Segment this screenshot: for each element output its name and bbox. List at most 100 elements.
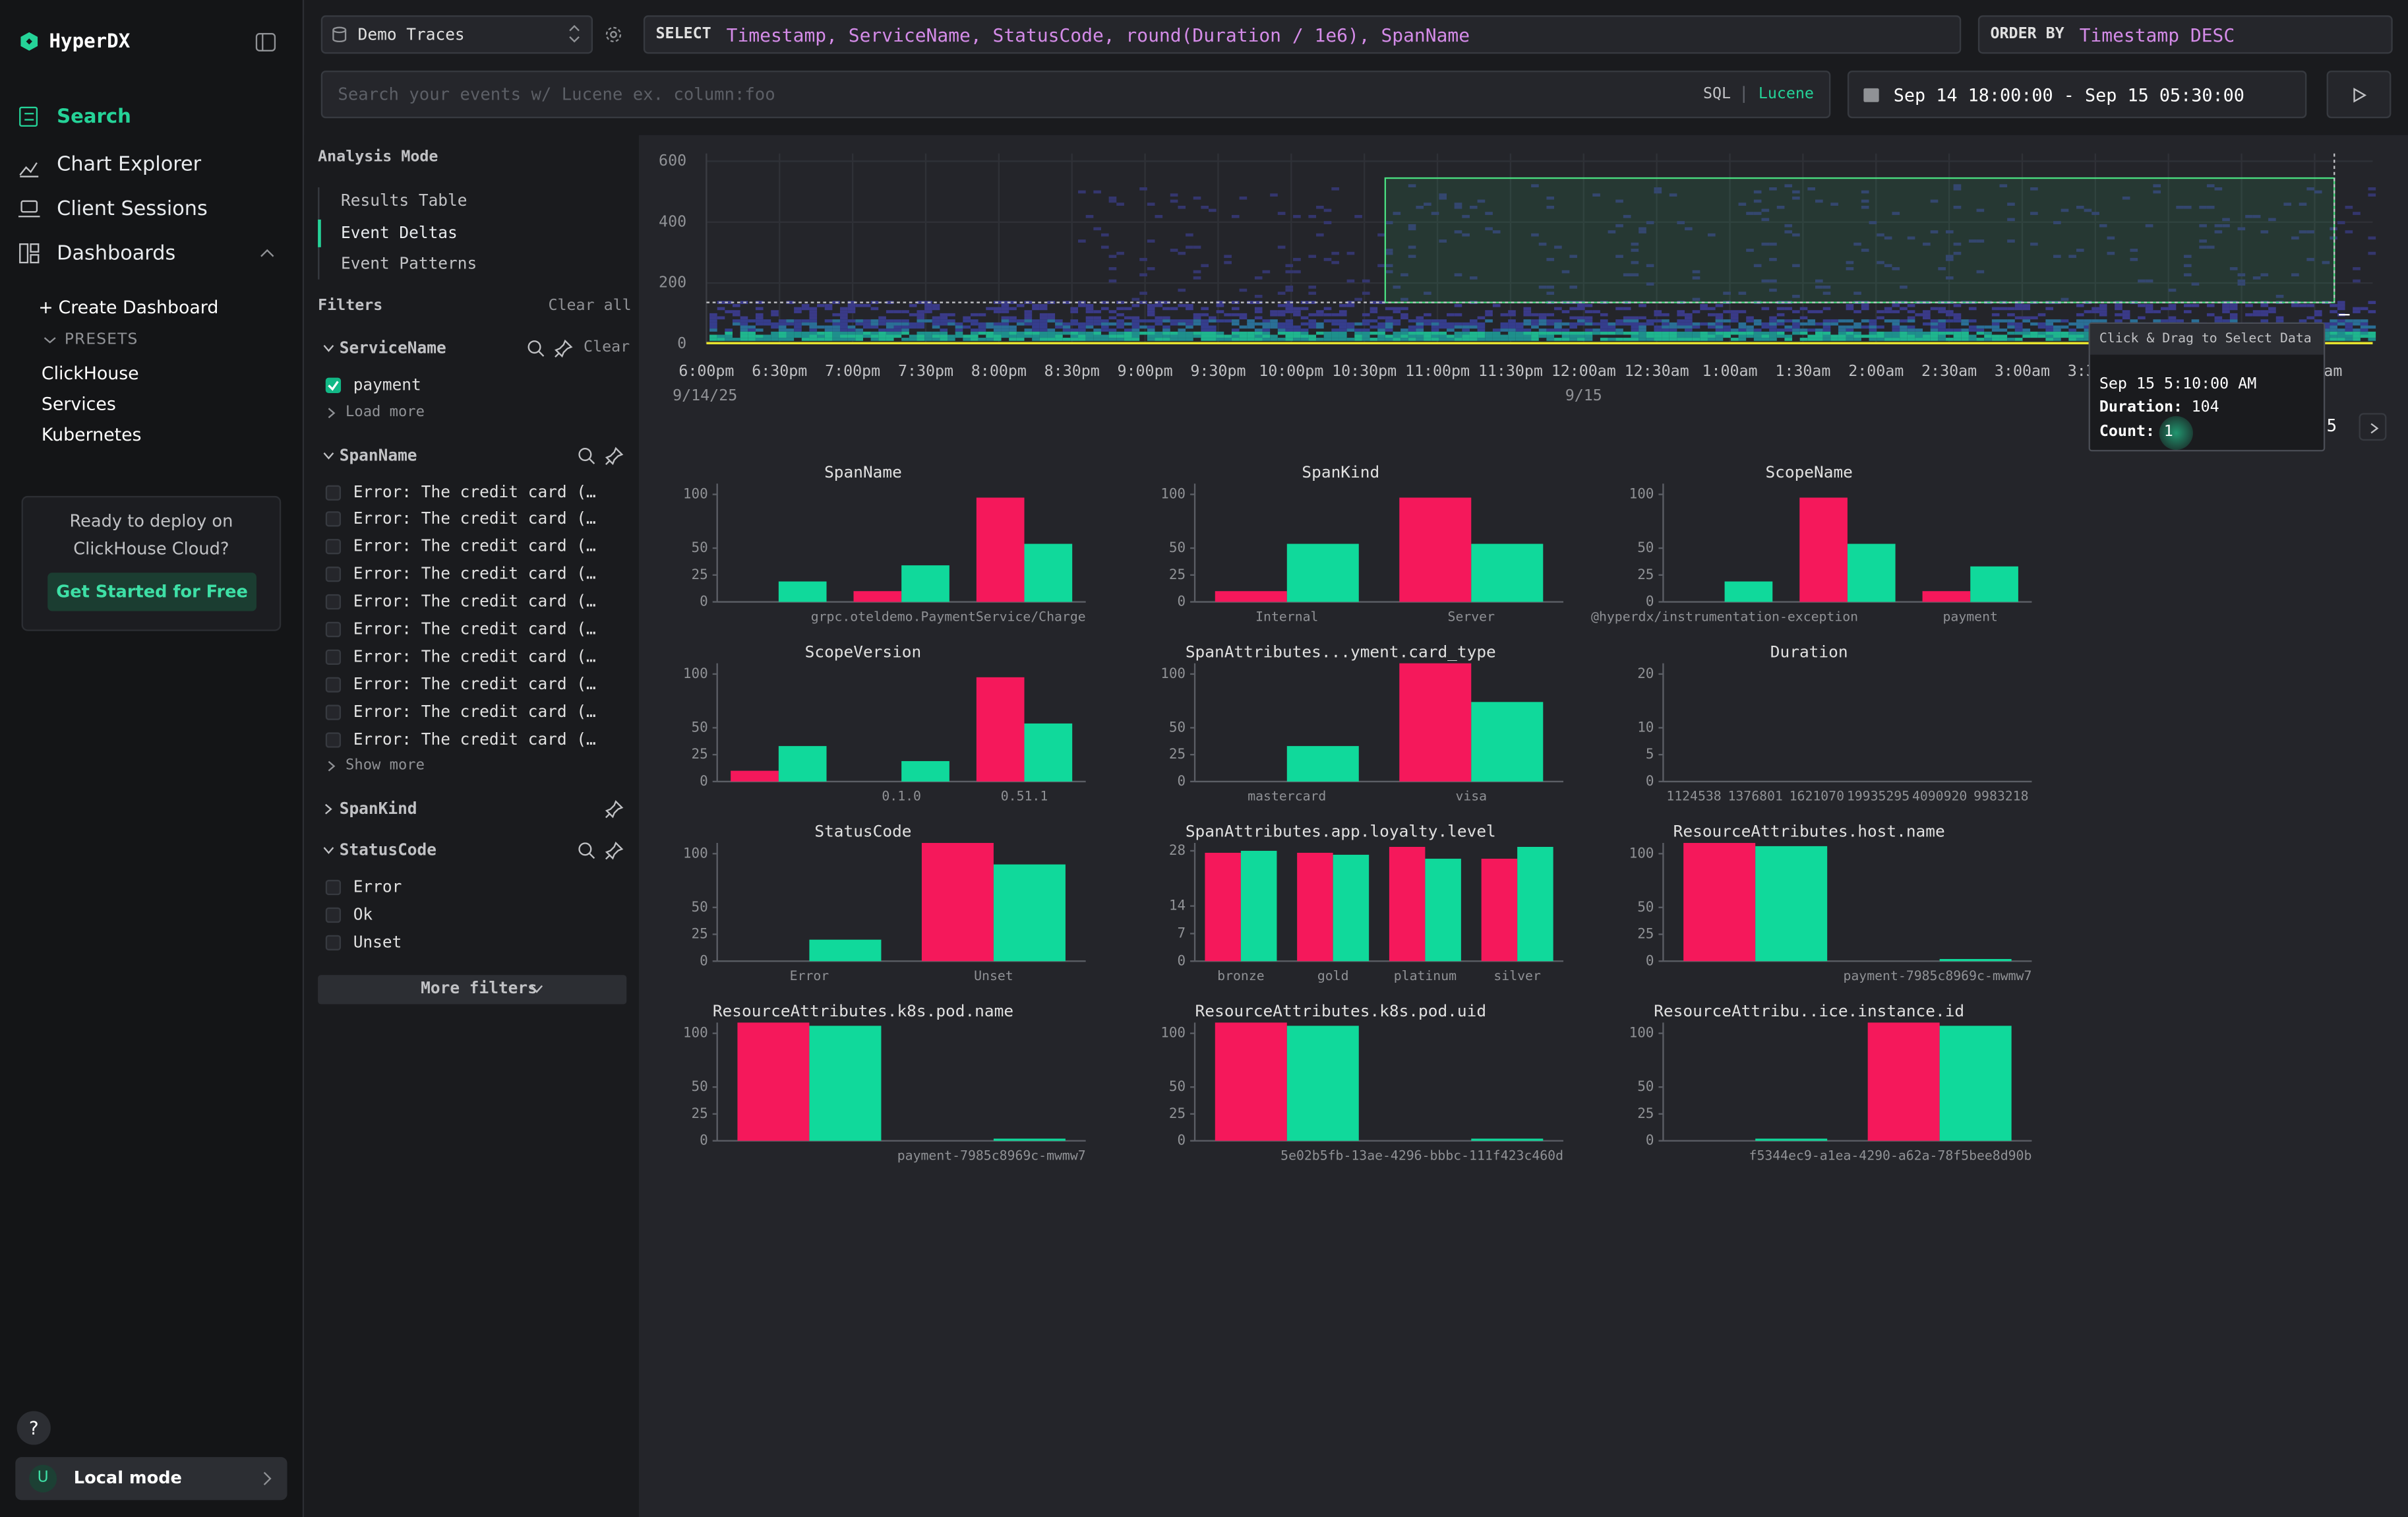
heatmap-cell (886, 332, 894, 335)
nav-item[interactable]: Search (57, 106, 131, 128)
filter-group-name[interactable]: StatusCode (340, 840, 436, 862)
heatmap-cell (901, 323, 909, 326)
checkbox[interactable] (326, 567, 341, 582)
run-button[interactable] (2327, 71, 2392, 118)
pin[interactable] (605, 446, 624, 464)
filter-option[interactable]: Error: The credit card (… (353, 619, 596, 640)
filter-search[interactable] (527, 339, 545, 357)
preset-link[interactable]: ClickHouse (42, 362, 139, 384)
filter-option[interactable]: Unset (353, 932, 402, 954)
tooltip-field-value: 104 (2192, 398, 2219, 419)
nav-item[interactable]: Client Sessions (57, 200, 208, 222)
filter-option[interactable]: payment (353, 375, 421, 396)
filter-option[interactable]: Error: The credit card (… (353, 481, 596, 503)
clear-filter[interactable]: Clear (584, 338, 630, 359)
checkbox[interactable] (326, 649, 341, 664)
filter-search[interactable] (578, 446, 596, 464)
checkbox[interactable] (326, 512, 341, 527)
more-filters-label[interactable]: More filters (421, 979, 537, 1001)
promo-button[interactable]: Get Started for Free (47, 573, 256, 611)
y-tick-label: 50 (1169, 719, 1186, 735)
heatmap-cell (1954, 304, 1962, 307)
heatmap-cell (1662, 332, 1670, 335)
filter-option[interactable]: Error: The credit card (… (353, 509, 596, 530)
page-number[interactable]: 5 (2327, 416, 2337, 438)
checkbox[interactable] (326, 908, 341, 923)
chevron[interactable] (326, 406, 338, 419)
heatmap-cell (1769, 328, 1777, 332)
chart-title: ResourceAttributes.host.name (1673, 822, 1945, 841)
filter-option[interactable]: Error (353, 877, 402, 898)
collapse-button[interactable] (255, 32, 277, 52)
heatmap-cell (909, 326, 917, 329)
heatmap-cell (1109, 328, 1117, 332)
checkbox[interactable] (326, 594, 341, 609)
checkbox[interactable] (326, 677, 341, 692)
more-options[interactable]: Load more (346, 402, 425, 423)
expand-toggle[interactable] (322, 342, 335, 355)
pin[interactable] (605, 800, 624, 819)
checkbox[interactable] (326, 622, 341, 637)
clear-all[interactable]: Clear all (548, 296, 631, 318)
heatmap-cell (1608, 338, 1616, 341)
filter-option[interactable]: Error: The credit card (… (353, 591, 596, 613)
filter-search[interactable] (578, 842, 596, 860)
pin[interactable] (605, 842, 624, 860)
heatmap-cell (1270, 313, 1278, 317)
heatmap-cell (1424, 334, 1431, 338)
heatmap-cell (2022, 332, 2030, 335)
heatmap-cell (2345, 206, 2353, 209)
more-options[interactable]: Show more (346, 756, 425, 778)
analysis-mode[interactable]: Event Patterns (341, 253, 477, 275)
heatmap-cell (1700, 332, 1708, 335)
language-option[interactable]: Lucene (1759, 84, 1814, 106)
heatmap-cell (1923, 334, 1931, 338)
chevron[interactable] (326, 760, 338, 773)
filter-option[interactable]: Error: The credit card (… (353, 646, 596, 668)
checkbox[interactable] (326, 880, 341, 895)
expand-toggle[interactable] (322, 845, 335, 857)
help-button[interactable]: ? (17, 1411, 51, 1444)
filter-option[interactable]: Error: The credit card (… (353, 729, 596, 751)
checkbox[interactable] (326, 935, 341, 950)
expand-toggle[interactable] (322, 449, 335, 462)
checkbox[interactable] (326, 704, 341, 720)
heatmap-cell (1639, 304, 1646, 307)
next-page[interactable] (2359, 413, 2386, 441)
filter-option[interactable]: Error: The credit card (… (353, 673, 596, 695)
heatmap-cell (2345, 230, 2353, 233)
heatmap-cell (1923, 310, 1931, 313)
language-option[interactable]: SQL (1703, 84, 1731, 106)
heatmap-cell (1232, 307, 1240, 311)
heatmap-cell (2045, 323, 2053, 326)
heatmap-cell (1700, 334, 1708, 338)
filter-option[interactable]: Error: The credit card (… (353, 536, 596, 558)
filter-group-name[interactable]: ServiceName (340, 338, 446, 359)
preset-link[interactable]: Services (42, 393, 116, 415)
checkbox[interactable] (326, 484, 341, 499)
analysis-mode[interactable]: Results Table (341, 191, 467, 212)
check[interactable] (327, 379, 340, 392)
heatmap-cell (1377, 323, 1385, 326)
pin[interactable] (555, 339, 573, 357)
filter-group-name[interactable]: SpanName (340, 445, 417, 466)
analysis-mode[interactable]: Event Deltas (341, 222, 458, 243)
heatmap-cell (756, 317, 764, 320)
preset-link[interactable]: Kubernetes (42, 424, 142, 446)
filter-option[interactable]: Ok (353, 904, 373, 926)
filter-option[interactable]: Error: The credit card (… (353, 701, 596, 723)
checkbox[interactable] (326, 540, 341, 555)
checkbox[interactable] (326, 731, 341, 747)
selection (1385, 178, 2334, 303)
chevron[interactable] (530, 984, 544, 995)
calendar-icon (1863, 86, 1880, 103)
expand-toggle[interactable] (322, 803, 335, 816)
heatmap-cell (1240, 334, 1248, 338)
create-dashboard[interactable]: Create Dashboard (59, 296, 219, 318)
nav-item[interactable]: Chart Explorer (57, 155, 201, 177)
heatmap-cell (848, 304, 856, 307)
filter-group-name[interactable]: SpanKind (340, 799, 417, 820)
filter-option[interactable]: Error: The credit card (… (353, 564, 596, 586)
settings-button[interactable] (603, 24, 623, 44)
nav-item[interactable]: Dashboards (57, 244, 175, 266)
